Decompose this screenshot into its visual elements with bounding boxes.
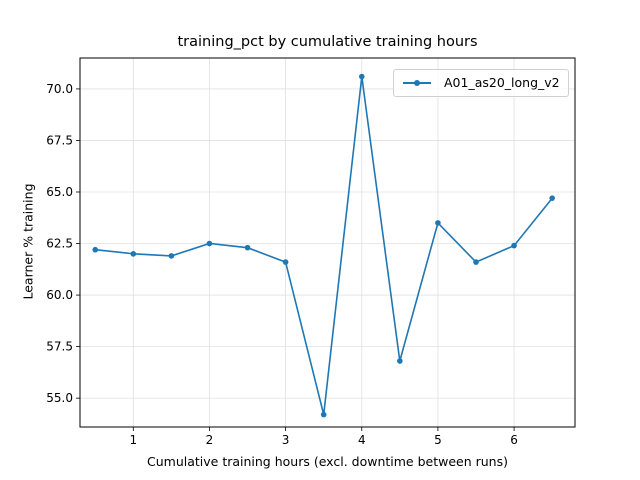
x-tick-label: 5 (434, 433, 442, 447)
data-point-marker (320, 411, 327, 418)
plot-area-frame (79, 57, 576, 428)
x-axis-ticks: 1 2 3 4 5 6 (129, 427, 518, 447)
y-axis-label: Learner % training (20, 183, 36, 300)
series-markers (92, 73, 555, 418)
y-axis-ticks: 55.0 57.5 60.0 62.5 65.0 67.5 70.0 (46, 82, 80, 405)
y-tick-label: 65.0 (46, 185, 73, 199)
y-tick-label: 67.5 (46, 133, 73, 147)
chart-title: training_pct by cumulative training hour… (177, 34, 478, 50)
x-tick-label: 4 (358, 433, 366, 447)
legend: A01_as20_long_v2 (393, 69, 569, 97)
data-point-marker (511, 242, 517, 249)
y-tick-label: 55.0 (46, 391, 73, 405)
data-point-marker (206, 240, 213, 247)
data-point-marker (358, 73, 365, 80)
data-point-marker (549, 195, 555, 201)
data-point-marker (244, 244, 251, 251)
data-point-marker (168, 253, 175, 259)
x-axis-label: Cumulative training hours (excl. downtim… (147, 454, 508, 469)
data-point-marker (397, 358, 403, 364)
data-point-marker (473, 259, 479, 265)
y-tick-label: 57.5 (46, 340, 73, 354)
data-point-marker (435, 220, 441, 226)
data-point-marker (92, 246, 99, 253)
y-tick-label: 60.0 (46, 288, 73, 302)
data-point-marker (282, 259, 289, 265)
grid-lines (80, 58, 575, 427)
x-tick-label: 6 (510, 433, 518, 447)
x-tick-label: 2 (206, 433, 214, 447)
data-point-marker (130, 251, 137, 257)
x-tick-label: 3 (282, 433, 290, 447)
x-tick-label: 1 (129, 433, 137, 447)
y-tick-label: 62.5 (46, 237, 73, 251)
series-line (95, 76, 553, 415)
y-tick-label: 70.0 (46, 82, 73, 96)
legend-label: A01_as20_long_v2 (444, 75, 560, 90)
legend-marker-icon (414, 80, 420, 86)
